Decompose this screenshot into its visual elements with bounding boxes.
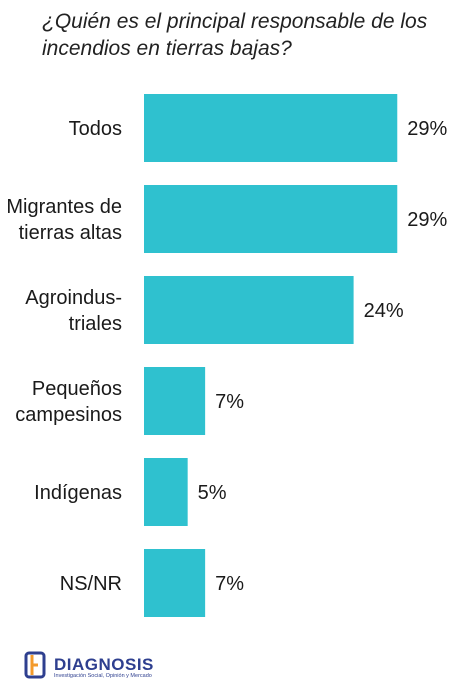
bar (144, 458, 188, 526)
data-label: 29% (407, 118, 447, 140)
bar (144, 549, 206, 617)
bar (144, 185, 398, 253)
bar-chart: 29% Todos 29% Migrantes de tierras altas 24% A… (6, 94, 448, 617)
logo-name: DIAGNOSIS (54, 655, 154, 674)
data-label: 7% (215, 573, 244, 595)
bar (144, 367, 206, 435)
category-label: NS/NR (60, 573, 122, 595)
logo-tagline: Investigación Social, Opinión y Mercado (54, 673, 152, 679)
category-label: Agroindus-triales (25, 287, 122, 335)
data-label: 29% (407, 209, 447, 231)
data-label: 5% (198, 482, 227, 504)
category-label: Migrantes de tierras altas (6, 196, 122, 244)
data-label: 24% (364, 300, 404, 322)
chart-title: ¿Quién es el principal responsable de lo… (42, 10, 428, 60)
category-label: Pequeños campesinos (15, 378, 122, 426)
bar (144, 94, 398, 162)
diagnosis-logo-icon (24, 651, 46, 679)
category-label: Todos (69, 118, 122, 140)
category-label: Indígenas (34, 482, 122, 504)
bar (144, 276, 354, 344)
data-label: 7% (215, 391, 244, 413)
